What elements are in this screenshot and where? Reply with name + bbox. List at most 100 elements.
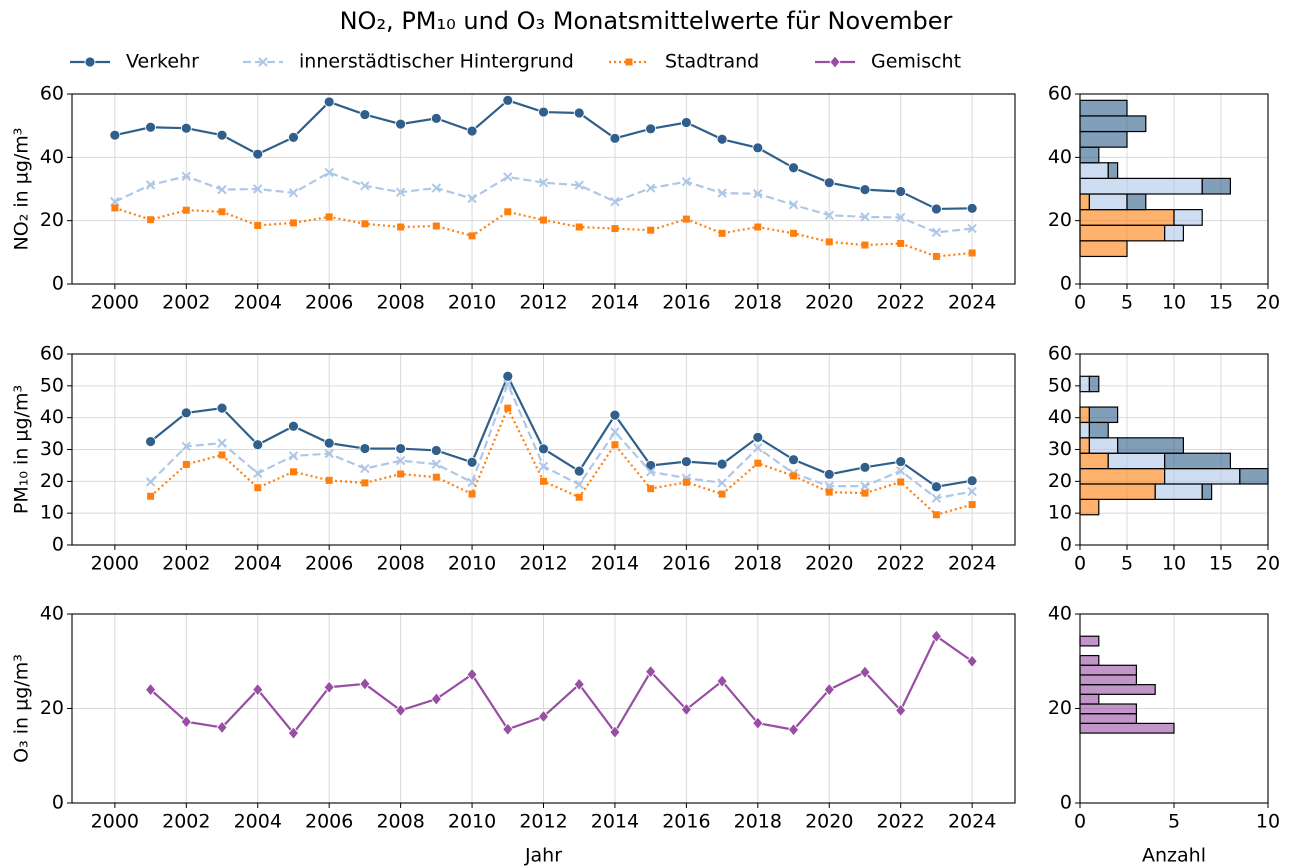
marker bbox=[288, 131, 299, 143]
marker bbox=[754, 223, 762, 231]
marker bbox=[540, 477, 547, 485]
marker bbox=[860, 481, 870, 491]
marker bbox=[967, 223, 977, 234]
y-tick-label: 60 bbox=[40, 343, 64, 365]
marker bbox=[680, 117, 692, 128]
marker bbox=[182, 206, 190, 214]
marker bbox=[289, 219, 297, 227]
x-tick-label: 5 bbox=[1168, 811, 1180, 833]
marker bbox=[325, 476, 333, 484]
marker bbox=[753, 443, 763, 453]
marker bbox=[180, 715, 192, 729]
y-tick-label: 10 bbox=[40, 502, 64, 524]
x-tick-label: 2016 bbox=[662, 292, 710, 314]
hist-bar bbox=[1079, 375, 1090, 393]
x-tick-label: 2002 bbox=[162, 553, 210, 575]
marker bbox=[537, 709, 550, 724]
marker bbox=[682, 215, 690, 223]
y-axis-label: NO₂ in µg/m³ bbox=[11, 128, 33, 251]
marker bbox=[823, 468, 835, 480]
hist-bar bbox=[1173, 209, 1203, 226]
marker bbox=[823, 682, 835, 697]
marker bbox=[253, 468, 263, 479]
figure-title: NO₂, PM₁₀ und O₃ Monatsmittelwerte für N… bbox=[340, 7, 953, 35]
marker bbox=[432, 473, 440, 481]
x-tick-label: 2014 bbox=[591, 553, 639, 575]
marker bbox=[575, 223, 583, 231]
x-tick-label: 2012 bbox=[519, 811, 567, 833]
marker bbox=[897, 478, 905, 486]
marker bbox=[538, 177, 549, 188]
marker bbox=[504, 404, 512, 412]
marker bbox=[288, 188, 299, 198]
marker bbox=[645, 467, 656, 477]
y-tick-label: 20 bbox=[40, 470, 64, 492]
hist-bar bbox=[1079, 406, 1090, 424]
marker bbox=[145, 180, 156, 190]
marker bbox=[397, 470, 405, 478]
hist-bar bbox=[1079, 498, 1100, 516]
marker bbox=[145, 121, 156, 133]
x-tick-label: 2000 bbox=[91, 292, 139, 314]
y-tick-label: 60 bbox=[40, 83, 64, 105]
x-axis-label: Jahr bbox=[524, 845, 562, 866]
x-tick-label: 0 bbox=[1074, 811, 1086, 833]
y-axis-label: O₃ in µg/m³ bbox=[11, 654, 33, 763]
legend-label: Verkehr bbox=[126, 51, 199, 73]
marker bbox=[467, 193, 477, 204]
hist-bar bbox=[1126, 193, 1147, 211]
marker bbox=[825, 488, 833, 496]
hist-bar bbox=[1107, 452, 1166, 470]
hist-bar bbox=[1079, 193, 1090, 211]
marker bbox=[181, 171, 192, 182]
hist-bar bbox=[1088, 375, 1100, 393]
hist-bar bbox=[1163, 468, 1241, 485]
y-tick-label: 0 bbox=[1060, 273, 1072, 295]
x-tick-label: 15 bbox=[1209, 292, 1233, 314]
marker bbox=[752, 432, 764, 443]
hist-bar bbox=[1154, 483, 1203, 500]
marker bbox=[645, 665, 657, 679]
marker bbox=[323, 437, 335, 449]
marker bbox=[252, 682, 264, 697]
marker bbox=[466, 125, 478, 137]
hist-bar bbox=[1079, 713, 1138, 724]
marker bbox=[825, 238, 833, 246]
legend-item: Gemischt bbox=[815, 51, 961, 73]
hist-bar bbox=[1163, 452, 1231, 470]
marker bbox=[431, 183, 442, 193]
hist-bar bbox=[1088, 437, 1119, 454]
marker bbox=[718, 490, 726, 498]
marker bbox=[147, 492, 155, 500]
x-tick-label: 2024 bbox=[948, 553, 996, 575]
marker bbox=[110, 196, 120, 207]
hist-bar bbox=[1079, 664, 1138, 676]
axes-frame bbox=[71, 93, 1016, 285]
marker bbox=[323, 680, 335, 694]
marker bbox=[503, 379, 513, 389]
x-tick-label: 2012 bbox=[519, 553, 567, 575]
marker bbox=[145, 477, 156, 487]
x-tick-label: 2022 bbox=[877, 553, 925, 575]
x-tick-label: 20 bbox=[1256, 292, 1280, 314]
marker bbox=[967, 486, 977, 497]
hist-bar bbox=[1079, 162, 1109, 179]
axes-frame bbox=[71, 613, 1016, 804]
marker bbox=[895, 212, 906, 223]
y-tick-label: 0 bbox=[52, 534, 64, 556]
marker bbox=[395, 455, 406, 466]
marker bbox=[145, 682, 157, 697]
marker bbox=[538, 461, 549, 472]
y-tick-label: 30 bbox=[1048, 438, 1072, 460]
hist-bar bbox=[1088, 421, 1109, 439]
marker bbox=[610, 427, 620, 437]
y-tick-label: 20 bbox=[40, 209, 64, 231]
marker bbox=[540, 216, 547, 224]
marker bbox=[468, 490, 476, 498]
marker bbox=[466, 456, 478, 468]
marker bbox=[968, 501, 976, 509]
x-tick-label: 2010 bbox=[448, 292, 496, 314]
marker bbox=[361, 220, 369, 228]
hist-bar bbox=[1088, 193, 1128, 211]
marker bbox=[611, 225, 619, 233]
